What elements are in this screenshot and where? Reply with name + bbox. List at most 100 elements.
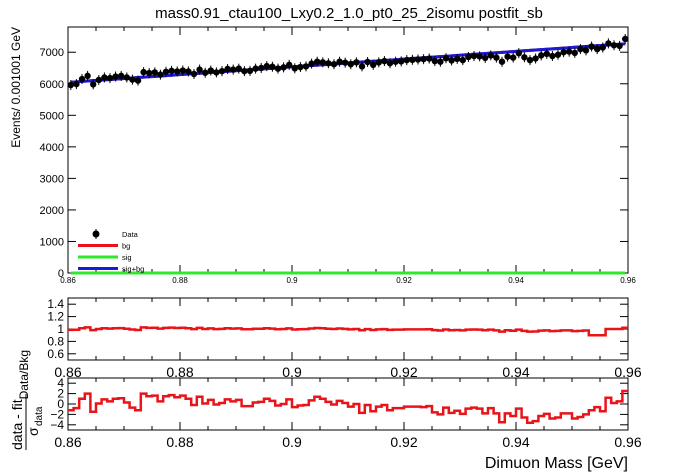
data-point — [67, 81, 75, 89]
y-tick-label: 1 — [57, 322, 64, 336]
data-point — [252, 65, 259, 72]
y-tick-label: 0.6 — [47, 347, 64, 361]
x-axis-label: Dimuon Mass [GeV] — [485, 455, 628, 472]
data-point — [336, 58, 343, 65]
y-tick-label: 3000 — [40, 173, 64, 185]
data-point — [543, 50, 550, 58]
data-point — [297, 63, 304, 71]
y-tick-label: 2 — [57, 387, 64, 401]
data-point — [118, 72, 125, 80]
main-axis-ticks: 0.86 0.88 0.9 0.92 0.94 0.96 0 1000 2000 3000 4000… — [40, 27, 636, 285]
chart-title: mass0.91_ctau100_Lxy0.2_1.0_pt0_25_2isom… — [155, 5, 543, 22]
ratio-y-axis-label: Data/Bkg — [17, 350, 31, 399]
data-point — [493, 54, 500, 61]
data-point — [73, 80, 80, 88]
pull-y-axis-label: data - fit σ data — [9, 394, 45, 450]
data-point — [291, 65, 298, 72]
data-point — [588, 43, 595, 50]
data-point — [90, 81, 97, 88]
pull-step-line — [68, 389, 628, 424]
data-point — [622, 35, 629, 43]
data-point — [482, 54, 489, 62]
data-point — [403, 56, 410, 64]
data-point — [431, 57, 438, 65]
data-point — [230, 66, 237, 73]
data-point — [112, 73, 119, 80]
y-tick-label: −2 — [50, 407, 64, 421]
svg-text:data - fit: data - fit — [9, 399, 25, 450]
y-tick-label: 4000 — [40, 142, 64, 154]
data-point — [554, 51, 562, 58]
data-point — [174, 68, 181, 75]
legend: Data bg sig sig+bg — [78, 229, 144, 274]
ratio-axis-ticks: 0.86 0.88 0.9 0.92 0.94 0.96 0.60.811.21.4 — [47, 297, 642, 380]
data-point — [269, 63, 276, 70]
data-point — [459, 56, 466, 64]
data-point — [414, 56, 422, 63]
legend-label: Data — [122, 230, 139, 239]
x-tick-label: 0.9 — [282, 434, 302, 450]
y-tick-label: 5000 — [40, 110, 64, 122]
data-point — [521, 54, 528, 61]
data-point — [151, 69, 158, 76]
data-point — [218, 67, 226, 75]
data-point — [616, 42, 623, 50]
data-point — [134, 77, 142, 84]
data-point — [213, 69, 220, 76]
data-point — [465, 53, 472, 61]
x-tick-label: 0.92 — [390, 364, 417, 380]
data-point — [274, 65, 282, 72]
y-tick-label: −4 — [50, 418, 64, 432]
data-point — [258, 64, 265, 72]
data-point — [106, 74, 114, 82]
data-point — [146, 69, 153, 77]
data-point — [437, 58, 444, 65]
data-point — [358, 63, 366, 70]
y-tick-label: 1000 — [40, 236, 64, 248]
data-point — [325, 60, 332, 67]
data-point — [140, 68, 147, 76]
data-point — [207, 67, 214, 74]
x-tick-label: 0.86 — [60, 276, 76, 285]
data-point — [594, 45, 601, 53]
y-tick-label: 1.2 — [47, 310, 64, 324]
x-tick-label: 0.96 — [620, 276, 636, 285]
data-point — [409, 56, 416, 63]
legend-label: sig+bg — [122, 265, 144, 274]
data-point — [241, 67, 248, 75]
data-point — [162, 68, 170, 75]
data-point — [347, 61, 354, 68]
data-point — [487, 52, 494, 59]
svg-text:σ: σ — [25, 427, 41, 436]
data-point — [582, 47, 590, 54]
data-point — [280, 64, 287, 71]
x-tick-label: 0.94 — [502, 434, 529, 450]
x-tick-label: 0.9 — [286, 276, 298, 285]
legend-label: sig — [122, 253, 132, 262]
data-point — [392, 58, 399, 65]
data-point — [599, 44, 606, 51]
data-point — [179, 67, 186, 74]
data-point — [470, 52, 478, 60]
data-point — [123, 74, 130, 81]
data-point — [314, 58, 321, 65]
data-point — [302, 63, 310, 70]
data-point — [319, 59, 326, 66]
x-tick-label: 0.94 — [508, 276, 524, 285]
x-tick-label: 0.86 — [54, 364, 81, 380]
x-tick-label: 0.96 — [614, 364, 641, 380]
data-point — [605, 40, 612, 47]
main-y-axis-label: Events/ 0.001001 GeV — [9, 27, 23, 148]
svg-text:data: data — [34, 406, 45, 426]
data-point — [342, 59, 349, 66]
data-point — [381, 57, 388, 65]
data-point — [571, 49, 578, 57]
data-point — [286, 61, 293, 69]
y-tick-label: 1.4 — [47, 297, 64, 311]
y-tick-label: 0 — [58, 268, 64, 280]
ratio-step-line — [68, 326, 628, 337]
data-point — [454, 55, 461, 63]
data-point — [549, 52, 556, 60]
